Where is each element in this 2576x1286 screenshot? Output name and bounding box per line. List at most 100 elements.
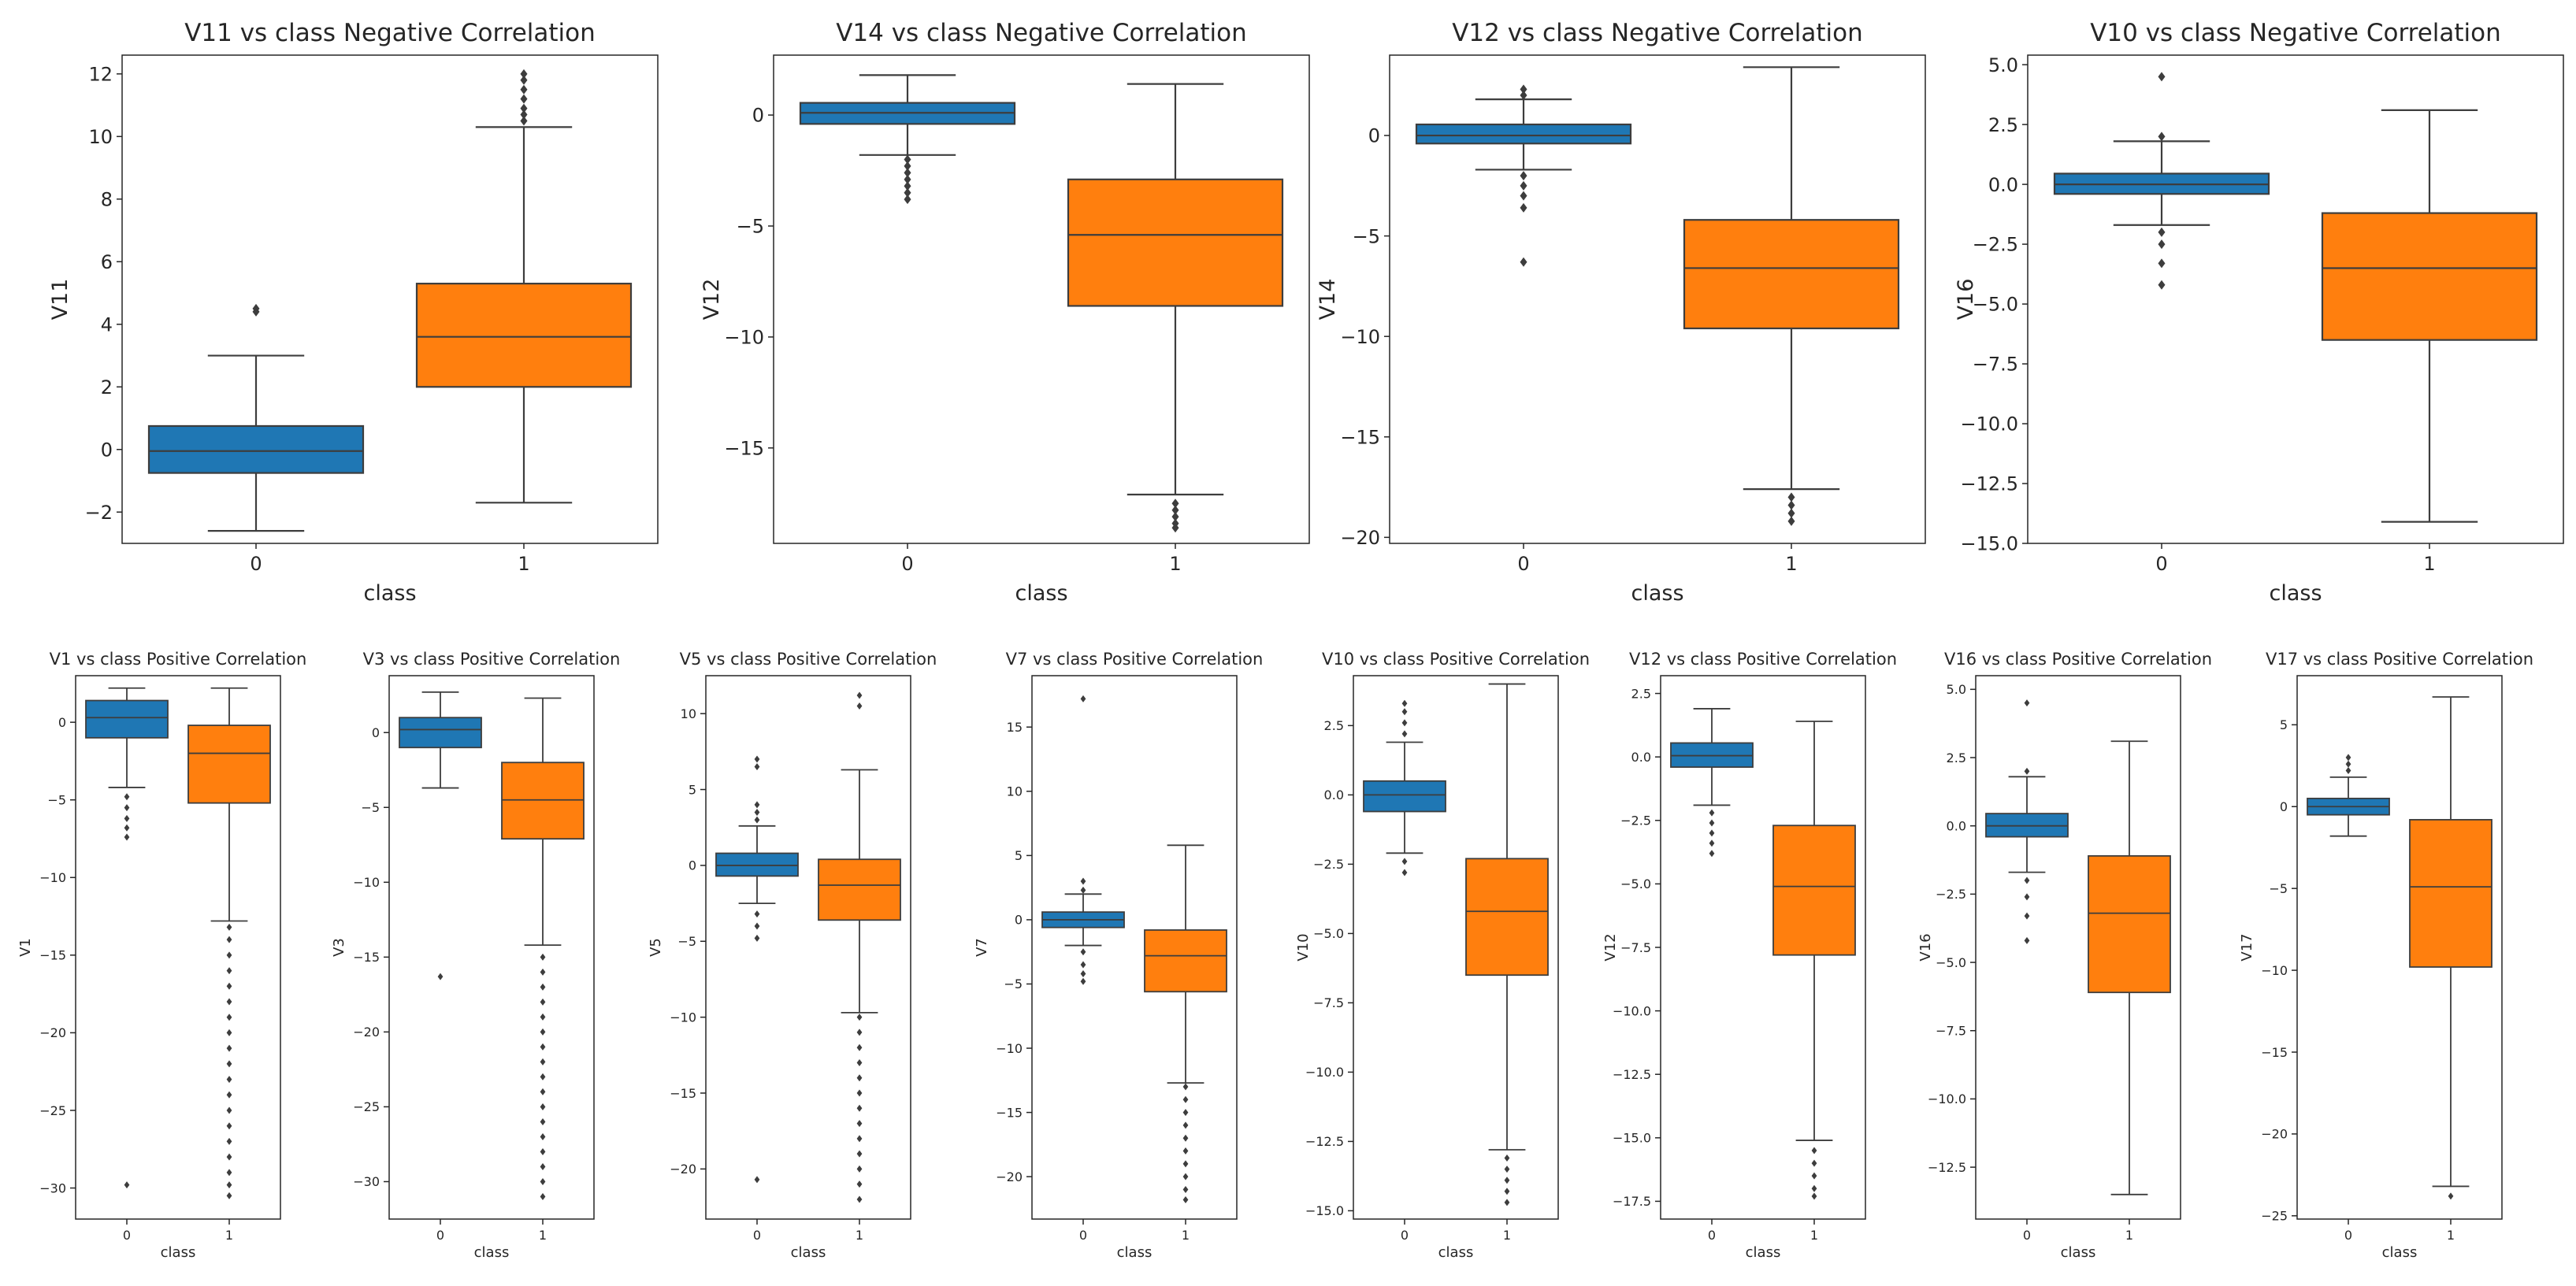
y-tick-label: 2.5 [1947,750,1966,765]
chart-panel: V16 vs class Positive Correlation 5.0 2.5 0… [1917,650,2212,1261]
outlier-point [226,1091,232,1099]
y-tick-label: 0 [58,715,66,730]
box-class-1 [1067,178,1284,307]
x-axis-label: class [1746,1244,1781,1261]
outlier-point [520,109,528,120]
plot-frame [705,675,911,1220]
outlier-point [1182,1121,1189,1129]
chart-panel: V3 vs class Positive Correlation 0 −5 −10 −1… [331,650,620,1261]
plot-frame [2296,675,2503,1220]
outlier-point [540,1013,546,1021]
outlier-point [1811,1184,1817,1192]
outlier-point [1401,719,1408,727]
outlier-point [540,1147,546,1155]
outlier-point [1504,1188,1510,1195]
y-tick-label: 4 [101,313,113,335]
outlier-point [2024,893,2030,901]
x-axis-label: class [2382,1244,2418,1261]
chart-title: V16 vs class Positive Correlation [1944,650,2212,669]
x-axis-label: class [1117,1244,1153,1261]
outlier-point [856,1104,863,1112]
x-axis-label: class [161,1244,196,1261]
x-tick-label: 1 [1785,553,1797,575]
outlier-point [1811,1192,1817,1200]
outlier-point [1520,202,1527,213]
outlier-point [856,1043,863,1051]
y-tick-label: 8 [101,188,113,210]
outlier-point [226,1137,232,1145]
box-class-1 [2088,854,2171,994]
outlier-point [1182,1173,1189,1180]
outlier-point [754,1176,760,1184]
y-tick-label: −12.5 [1305,1134,1344,1149]
y-tick-label: 0 [752,105,764,127]
outlier-point [856,1058,863,1066]
outlier-point [540,1132,546,1140]
outlier-point [2345,767,2351,775]
y-axis-label: V11 [48,279,72,321]
x-axis-label: class [791,1244,826,1261]
chart-title: V3 vs class Positive Correlation [363,650,621,669]
y-tick-label: 5 [1015,848,1023,863]
chart-title: V12 vs class Negative Correlation [1452,19,1863,47]
y-tick-label: −10 [1340,326,1380,348]
y-tick-label: −20 [670,1162,696,1177]
outlier-point [124,793,130,801]
outlier-point [124,833,130,841]
plot-frame [1031,675,1238,1220]
y-tick-label: −5 [2269,881,2288,896]
y-tick-label: −5.0 [1936,955,1966,970]
y-tick-label: 15 [1007,720,1023,735]
plot-frame [121,54,659,544]
y-tick-label: −10 [996,1041,1023,1056]
outlier-point [2345,754,2351,762]
outlier-point [226,1181,232,1189]
outlier-point [2158,227,2166,237]
y-tick-label: −2.5 [1936,887,1966,902]
outlier-point [1401,869,1408,876]
y-tick-label: −2.5 [1620,813,1651,828]
y-tick-label: 5.0 [1947,682,1966,697]
outlier-point [754,934,760,942]
y-tick-label: −25 [353,1099,380,1114]
y-tick-label: −10 [2261,963,2288,978]
x-axis-label: class [363,581,416,606]
box-class-0 [715,852,799,877]
outlier-point [540,983,546,991]
outlier-point [226,1076,232,1084]
y-tick-label: 0.0 [1947,818,1966,833]
y-tick-label: 0 [1015,913,1023,928]
outlier-point [1182,1196,1189,1204]
outlier-point [1709,819,1715,827]
plot-frame [1975,675,2181,1220]
y-axis-label: V10 [1295,933,1312,961]
outlier-point [540,1162,546,1170]
y-axis-label: V12 [700,279,724,321]
outlier-point [856,702,863,710]
x-tick-label: 0 [436,1228,444,1243]
outlier-point [1171,512,1179,522]
outlier-point [904,174,911,184]
y-tick-label: 2 [101,376,113,398]
y-tick-label: −15 [2261,1045,2288,1060]
outlier-point [520,84,528,95]
outlier-point [1080,977,1086,985]
outlier-point [252,303,260,313]
x-tick-label: 0 [1401,1228,1409,1243]
y-tick-label: −25 [39,1103,66,1118]
box-class-1 [1144,929,1227,993]
y-tick-label: 0 [1368,125,1380,147]
outlier-point [2024,767,2030,775]
x-tick-label: 0 [2023,1228,2031,1243]
y-tick-label: 10 [681,706,696,721]
outlier-point [1787,508,1795,518]
y-tick-label: 0.0 [1631,750,1651,765]
outlier-point [226,1122,232,1130]
outlier-point [540,1043,546,1051]
outlier-point [754,910,760,918]
y-tick-label: −20 [996,1169,1023,1184]
box-class-1 [1772,825,1856,956]
outlier-point [754,816,760,824]
chart-panel: V14 vs class Negative Correlation 0 −5 −10 −… [700,19,1310,606]
